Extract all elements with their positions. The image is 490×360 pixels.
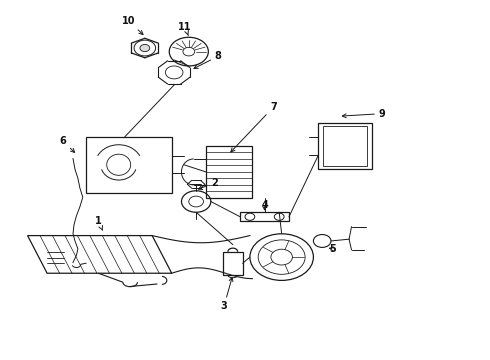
Text: 5: 5 — [329, 244, 336, 254]
Text: 3: 3 — [220, 278, 233, 311]
Bar — [223, 252, 243, 275]
Bar — [240, 212, 289, 221]
Bar — [86, 137, 172, 193]
Text: 7: 7 — [231, 102, 277, 152]
Bar — [318, 123, 372, 169]
Text: 8: 8 — [194, 51, 221, 68]
Bar — [206, 146, 252, 198]
Text: 2: 2 — [198, 178, 218, 189]
Text: 6: 6 — [60, 136, 74, 152]
Text: 4: 4 — [261, 200, 268, 210]
Bar — [323, 126, 367, 166]
Text: 1: 1 — [95, 216, 102, 230]
Text: 10: 10 — [122, 16, 143, 35]
Text: 11: 11 — [178, 22, 192, 36]
Text: 9: 9 — [342, 109, 385, 119]
Circle shape — [140, 44, 150, 51]
